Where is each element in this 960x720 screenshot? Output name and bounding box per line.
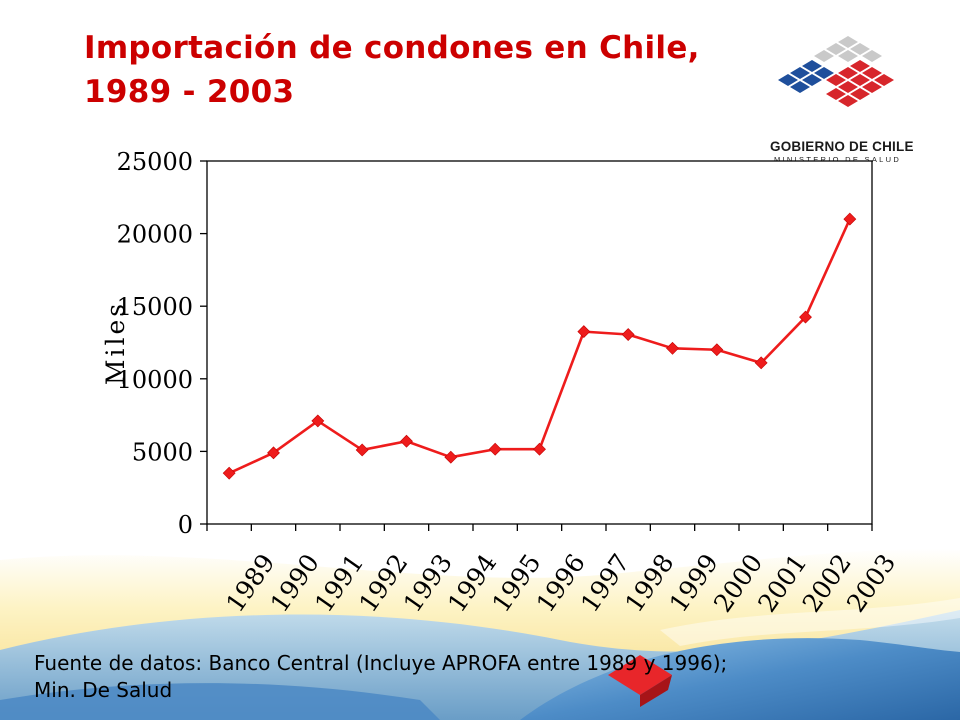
data-point-marker [577,325,591,339]
data-point-marker [488,442,502,456]
data-point-marker [843,212,857,226]
data-point-marker [710,343,724,357]
source-line-2: Min. De Salud [34,678,173,702]
y-axis-label: Miles [101,301,130,385]
y-tick-label: 0 [178,511,193,539]
red-diamond-ornament [608,655,672,707]
source-note: Fuente de datos: Banco Central (Incluye … [34,650,727,704]
y-axis: 0 5000 10000 15000 20000 25000 [117,148,207,539]
x-tick-label: 1998 [619,549,679,618]
x-tick-label: 1996 [531,549,591,618]
x-tick-label: 2000 [708,549,768,618]
data-point-marker [355,443,369,457]
x-tick-label: 1993 [398,549,458,618]
data-point-marker [267,446,280,460]
x-tick-label: 1995 [486,549,546,618]
y-tick-label: 20000 [117,221,193,249]
data-point-marker [621,328,635,341]
x-tick-label: 1990 [265,549,325,618]
data-point-marker [444,450,458,464]
logo-ministry-name: MINISTERIO DE SALUD [774,155,902,164]
x-tick-label: 1999 [664,549,724,618]
y-tick-label: 25000 [117,148,193,176]
page-title: Importación de condones en Chile, 1989 -… [84,26,700,114]
x-tick-label: 1997 [575,549,635,618]
y-tick-label: 15000 [117,293,193,321]
data-point-marker [799,310,812,324]
x-axis: 1989199019911992199319941995199619971998… [206,524,901,618]
data-point-marker [311,414,325,428]
data-point-marker [754,356,768,370]
x-tick-label: 2001 [752,549,812,618]
title-line-1: Importación de condones en Chile, [84,30,700,66]
x-tick-label: 1989 [220,549,280,618]
x-tick-label: 1994 [442,549,502,618]
gobierno-de-chile-logo-icon [778,36,894,107]
data-point-marker [400,434,413,448]
series-group [222,212,857,480]
title-line-2: 1989 - 2003 [84,74,295,110]
y-tick-label: 10000 [117,366,193,394]
data-point-marker [222,466,236,480]
plot-area-frame [206,160,873,525]
x-tick-label: 1991 [309,549,369,618]
logo-government-name: GOBIERNO DE CHILE [770,139,914,154]
source-line-1: Fuente de datos: Banco Central (Incluye … [34,651,728,675]
x-tick-label: 2003 [841,549,901,618]
data-point-marker [533,442,546,456]
y-tick-label: 5000 [132,438,193,466]
x-tick-label: 2002 [797,549,857,618]
data-point-marker [666,341,679,355]
x-tick-label: 1992 [353,549,413,618]
